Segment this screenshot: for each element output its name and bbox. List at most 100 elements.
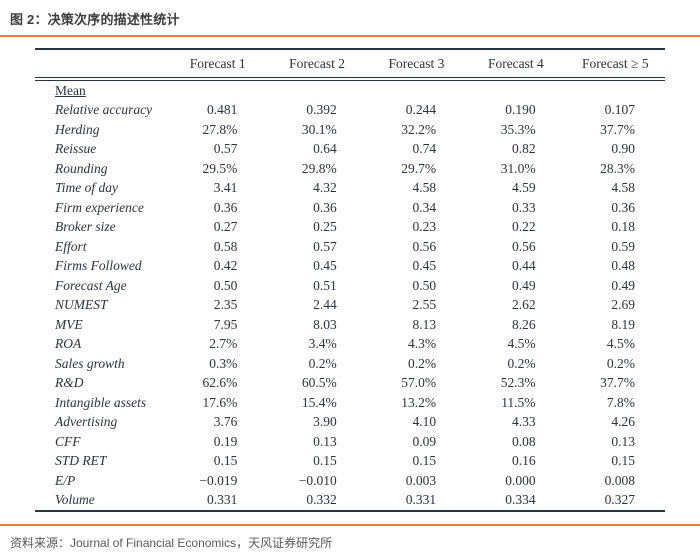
cell-value: 0.2% xyxy=(408,355,437,371)
cell-value: 15.4% xyxy=(301,394,337,410)
cell-value: 17.6% xyxy=(202,394,238,410)
table-row: Reissue 0.57 0.64 0.74 0.82 0.90 xyxy=(35,140,665,160)
cell-value: 0.36 xyxy=(611,199,635,215)
cell-value: 0.334 xyxy=(466,490,566,512)
cell-value: 0.36 xyxy=(213,199,238,215)
cell-value: 4.59 xyxy=(511,180,536,196)
cell-value: 0.34 xyxy=(412,199,437,215)
cell-value: 7.8% xyxy=(606,394,635,410)
cell-value: 0.327 xyxy=(565,490,665,512)
cell-value: 4.58 xyxy=(611,180,635,196)
column-header-forecast-3: Forecast 3 xyxy=(366,48,467,81)
cell-value: 0.2% xyxy=(308,355,337,371)
cell-value: 0.2% xyxy=(606,355,635,371)
cell-value: 3.90 xyxy=(313,414,337,430)
cell-value: 0.42 xyxy=(213,258,238,274)
row-label: MVE xyxy=(55,316,83,332)
cell-value: 52.3% xyxy=(500,375,536,391)
cell-value: 2.44 xyxy=(313,297,337,313)
cell-value: 2.35 xyxy=(213,297,238,313)
cell-value: 0.190 xyxy=(505,102,536,118)
cell-value: 4.5% xyxy=(606,336,635,352)
cell-value: 0.008 xyxy=(604,472,635,488)
cell-value: 29.8% xyxy=(301,160,337,176)
section-row-mean: Mean xyxy=(35,79,665,101)
cell-value: 0.45 xyxy=(313,258,337,274)
row-label: Forecast Age xyxy=(55,277,127,293)
table-row: Intangible assets 17.6% 15.4% 13.2% 11.5% 7.8… xyxy=(35,393,665,413)
cell-value: 0.74 xyxy=(412,141,437,157)
cell-value: 0.33 xyxy=(511,199,536,215)
cell-value: 0.481 xyxy=(207,102,238,118)
table-row: Sales growth 0.3% 0.2% 0.2% 0.2% 0.2% xyxy=(35,354,665,374)
row-label: ROA xyxy=(55,336,82,352)
table-row: Relative accuracy 0.481 0.392 0.244 0.190 0.1… xyxy=(35,101,665,121)
cell-value: 0.57 xyxy=(313,238,337,254)
cell-value: 3.41 xyxy=(213,180,238,196)
cell-value: 29.5% xyxy=(202,160,238,176)
cell-value: 0.56 xyxy=(412,238,437,254)
title-accent-rule xyxy=(0,35,700,37)
cell-value: 0.25 xyxy=(313,219,337,235)
cell-value: 3.4% xyxy=(308,336,337,352)
table-body: Mean Relative accuracy 0.481 0.392 0.244 0.1… xyxy=(35,79,665,512)
cell-value: 13.2% xyxy=(401,394,437,410)
cell-value: −0.019 xyxy=(199,472,238,488)
table-row: Advertising 3.76 3.90 4.10 4.33 4.26 xyxy=(35,413,665,433)
table-row: Herding 27.8% 30.1% 32.2% 35.3% 37.7% xyxy=(35,120,665,140)
column-header-forecast-1: Forecast 1 xyxy=(168,48,268,81)
cell-value: 31.0% xyxy=(500,160,536,176)
row-label: NUMEST xyxy=(55,297,108,313)
cell-value: 4.26 xyxy=(611,414,635,430)
cell-value: 2.7% xyxy=(209,336,238,352)
cell-value: 0.56 xyxy=(511,238,536,254)
cell-value: 0.3% xyxy=(209,355,238,371)
table-row: Broker size 0.27 0.25 0.23 0.22 0.18 xyxy=(35,218,665,238)
section-label-mean: Mean xyxy=(55,82,86,98)
cell-value: 35.3% xyxy=(500,121,536,137)
cell-value: 0.331 xyxy=(168,490,268,512)
source-note: 资料来源：Journal of Financial Economics，天风证券… xyxy=(10,536,333,550)
cell-value: 4.32 xyxy=(313,180,337,196)
table-row: Volume 0.331 0.332 0.331 0.334 0.327 xyxy=(35,490,665,512)
cell-value: 0.392 xyxy=(306,102,337,118)
table-row: Effort 0.58 0.57 0.56 0.56 0.59 xyxy=(35,237,665,257)
column-header-forecast-2: Forecast 2 xyxy=(267,48,367,81)
cell-value: 11.5% xyxy=(501,394,536,410)
cell-value: 0.13 xyxy=(611,433,635,449)
table-row: Forecast Age 0.50 0.51 0.50 0.49 0.49 xyxy=(35,276,665,296)
row-label: Herding xyxy=(55,121,100,137)
cell-value: 0.64 xyxy=(313,141,337,157)
cell-value: 8.19 xyxy=(611,316,635,332)
cell-value: 0.15 xyxy=(213,453,238,469)
cell-value: 0.003 xyxy=(405,472,437,488)
cell-value: 3.76 xyxy=(213,414,238,430)
table-row: R&D 62.6% 60.5% 57.0% 52.3% 37.7% xyxy=(35,374,665,394)
row-label: Advertising xyxy=(55,414,118,430)
cell-value: 0.49 xyxy=(511,277,536,293)
cell-value: 0.332 xyxy=(267,490,367,512)
table-row: MVE 7.95 8.03 8.13 8.26 8.19 xyxy=(35,315,665,335)
row-label: Rounding xyxy=(55,160,108,176)
row-label: Reissue xyxy=(55,141,97,157)
cell-value: −0.010 xyxy=(298,472,337,488)
footer-accent-rule xyxy=(0,524,700,526)
table-row: Rounding 29.5% 29.8% 29.7% 31.0% 28.3% xyxy=(35,159,665,179)
cell-value: 0.44 xyxy=(511,258,536,274)
cell-value: 0.19 xyxy=(213,433,238,449)
table-row: Time of day 3.41 4.32 4.58 4.59 4.58 xyxy=(35,179,665,199)
cell-value: 4.58 xyxy=(412,180,437,196)
cell-value: 4.33 xyxy=(511,414,536,430)
cell-value: 0.2% xyxy=(507,355,536,371)
cell-value: 0.18 xyxy=(611,219,635,235)
cell-value: 0.23 xyxy=(412,219,437,235)
cell-value: 0.08 xyxy=(511,433,536,449)
cell-value: 0.000 xyxy=(505,472,536,488)
cell-value: 2.55 xyxy=(412,297,437,313)
row-label: Firms Followed xyxy=(55,258,142,274)
cell-value: 0.16 xyxy=(511,453,536,469)
cell-value: 0.13 xyxy=(313,433,337,449)
column-header-forecast-5plus: Forecast ≥ 5 xyxy=(565,48,665,81)
row-label: Firm experience xyxy=(55,199,144,215)
cell-value: 0.15 xyxy=(611,453,635,469)
